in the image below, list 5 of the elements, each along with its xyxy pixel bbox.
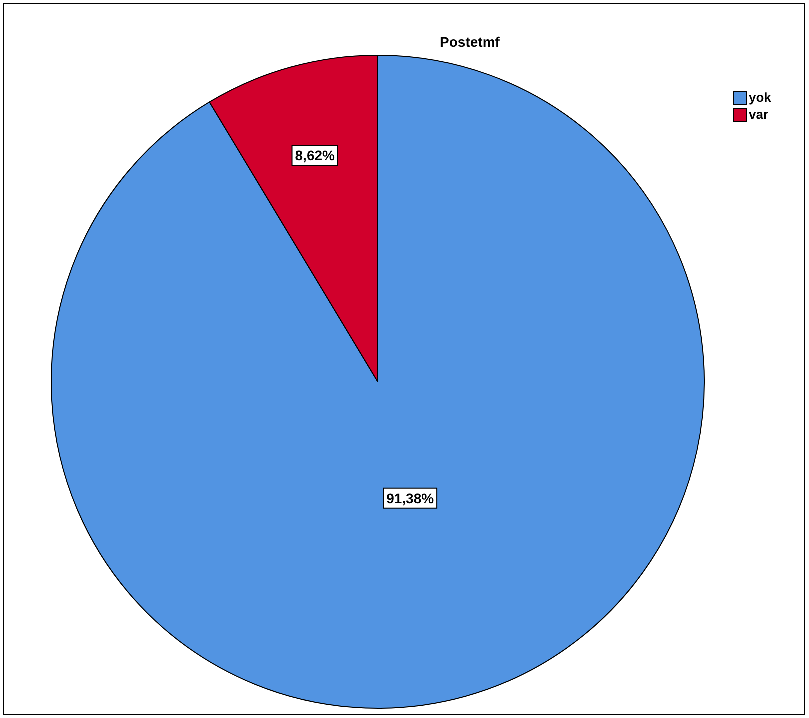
data-label: 91,38% (386, 490, 435, 506)
data-label: 8,62% (295, 147, 336, 164)
legend-label: yok (749, 90, 772, 105)
legend-label: var (749, 107, 769, 122)
chart-title: Postetmf (439, 34, 501, 50)
